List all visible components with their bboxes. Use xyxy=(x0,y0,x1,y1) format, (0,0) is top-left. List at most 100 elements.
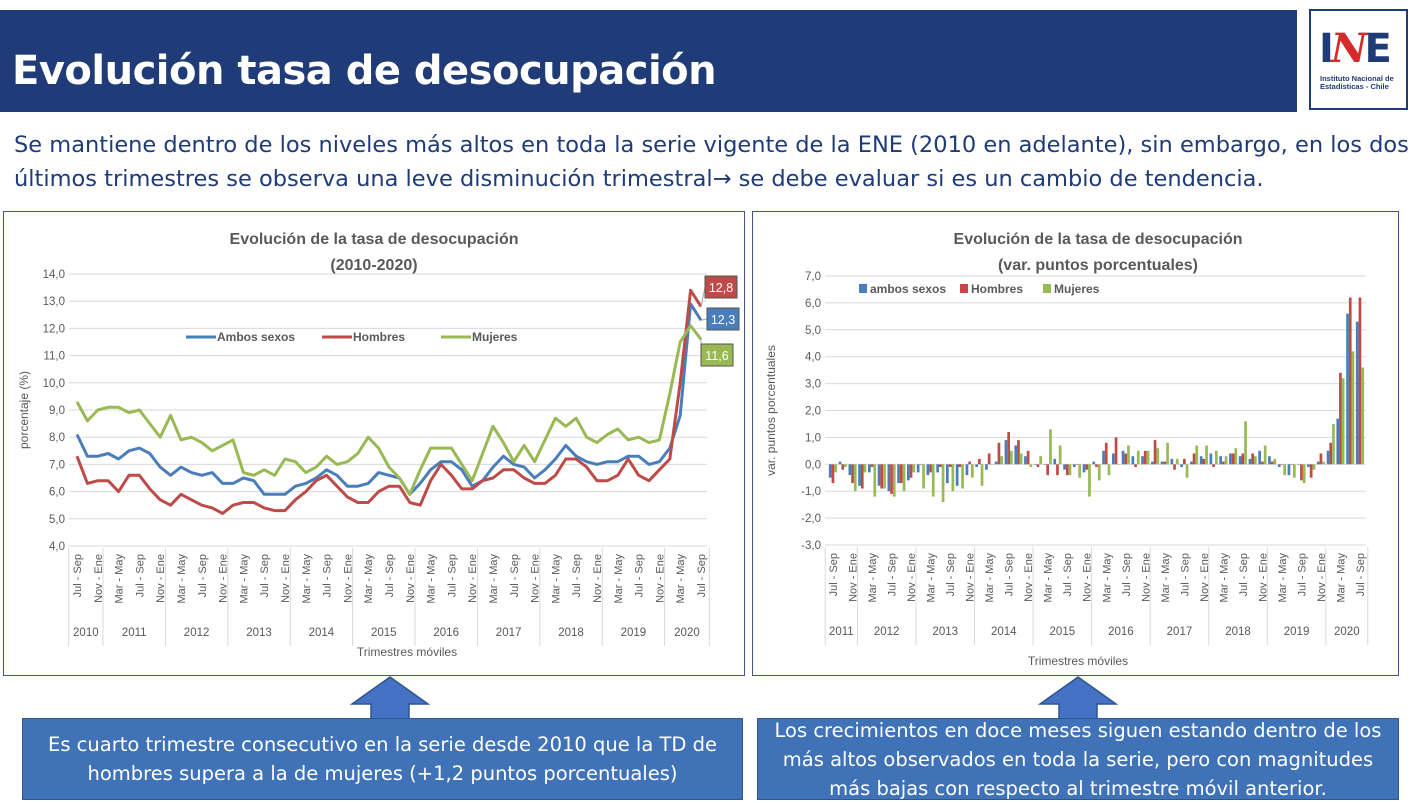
line-chart-panel: Evolución de la tasa de desocupación (201… xyxy=(3,211,745,676)
bar xyxy=(883,464,886,489)
page-title: Evolución tasa de desocupación xyxy=(12,48,717,94)
bar xyxy=(1287,464,1291,476)
bar xyxy=(1097,464,1101,481)
y-tick-label: 9,0 xyxy=(49,405,65,417)
bar xyxy=(985,464,988,470)
x-tick-label: Jul - Sep xyxy=(828,553,840,596)
x-tick-label: Mar - May xyxy=(176,554,188,604)
bar xyxy=(1348,297,1352,465)
logo-mark: INE xyxy=(1319,25,1392,72)
x-axis-title: Trimestres móviles xyxy=(357,645,457,659)
bar xyxy=(1322,461,1325,465)
x-tick-label: Mar - May xyxy=(1043,553,1055,603)
bar xyxy=(1319,453,1323,465)
bar xyxy=(1309,464,1313,478)
legend-swatch xyxy=(859,284,867,293)
bar xyxy=(880,464,884,489)
x-tick-label: Nov - Ene xyxy=(1023,553,1035,602)
up-arrow-icon xyxy=(350,676,430,720)
bar xyxy=(1199,456,1203,465)
x-tick-label: Jul - Sep xyxy=(384,554,396,597)
bar xyxy=(1231,453,1235,465)
bar xyxy=(1175,458,1179,465)
bar xyxy=(961,464,964,489)
data-label: 12,3 xyxy=(711,313,735,327)
y-tick-label: 4,0 xyxy=(49,541,65,553)
x-tick-label: Jul - Sep xyxy=(696,554,708,597)
ine-logo: INE Instituto Nacional de Estadísticas -… xyxy=(1309,9,1408,110)
x-tick-label: Mar - May xyxy=(984,553,996,603)
series-line-ambos-sexos xyxy=(75,302,703,496)
bar xyxy=(860,464,864,489)
bar xyxy=(887,464,891,492)
legend-label: Ambos sexos xyxy=(217,330,295,344)
bar xyxy=(1283,464,1286,476)
bar xyxy=(1202,458,1206,465)
bar xyxy=(997,442,1001,465)
bar xyxy=(990,464,994,465)
bar xyxy=(1302,464,1306,484)
bar xyxy=(968,461,971,465)
x-tick-label: Mar - May xyxy=(675,554,687,604)
data-label-box xyxy=(704,275,738,299)
x-tick-label: Nov - Ene xyxy=(530,554,542,603)
x-tick-label: Jul - Sep xyxy=(1296,553,1308,596)
bar xyxy=(834,464,838,473)
y-tick-label: 7,0 xyxy=(805,271,821,283)
x-tick-label: Mar - May xyxy=(613,554,625,604)
bar xyxy=(978,458,981,465)
data-label: 11,6 xyxy=(705,349,728,363)
bar xyxy=(1222,461,1225,465)
bar xyxy=(897,464,900,484)
legend-label: Hombres xyxy=(971,282,1023,296)
x-tick-label: Mar - May xyxy=(301,554,313,604)
y-tick-label: 11,0 xyxy=(43,351,65,363)
bar xyxy=(1215,450,1218,465)
x-year-label: 2011 xyxy=(122,627,147,639)
bar xyxy=(1033,464,1037,465)
bar xyxy=(1102,450,1105,465)
bar xyxy=(1131,456,1135,465)
y-tick-label: 13,0 xyxy=(43,296,65,308)
bar xyxy=(951,464,955,492)
bar xyxy=(1212,464,1215,467)
x-tick-label: Nov - Ene xyxy=(218,554,230,603)
bar xyxy=(1082,464,1086,473)
x-tick-label: Jul - Sep xyxy=(1121,553,1133,596)
x-year-label: 2018 xyxy=(558,627,584,639)
y-tick-label: 2,0 xyxy=(805,406,821,418)
y-tick-label: 10,0 xyxy=(43,378,65,390)
bar xyxy=(1273,458,1277,465)
x-year-label: 2014 xyxy=(309,627,335,639)
bar xyxy=(1329,442,1333,465)
bar xyxy=(1183,458,1186,465)
bar xyxy=(1075,464,1079,465)
bar xyxy=(958,464,962,467)
bar xyxy=(841,464,845,470)
callout-left: Es cuarto trimestre consecutivo en la se… xyxy=(22,718,743,800)
bar xyxy=(1065,464,1069,476)
bar xyxy=(971,464,974,478)
x-tick-label: Jul - Sep xyxy=(1004,553,1016,596)
bar xyxy=(1185,464,1189,478)
x-tick-label: Nov - Ene xyxy=(654,554,666,603)
x-tick-label: Nov - Ene xyxy=(1316,553,1328,602)
x-year-label: 2013 xyxy=(932,626,958,638)
x-tick-label: Jul - Sep xyxy=(509,554,521,597)
bar xyxy=(1190,461,1193,465)
bar xyxy=(965,464,969,476)
x-tick-label: Nov - Ene xyxy=(467,554,479,603)
y-tick-label: 12,0 xyxy=(43,323,65,335)
bar-chart: Evolución de la tasa de desocupación (var… xyxy=(764,231,1369,668)
y-tick-label: 8,0 xyxy=(49,432,65,444)
x-tick-label: Mar - May xyxy=(488,554,500,604)
bar xyxy=(851,464,854,484)
bar xyxy=(1107,464,1111,476)
bar xyxy=(1078,464,1081,478)
x-tick-label: Mar - May xyxy=(363,554,375,604)
bar xyxy=(1251,453,1254,465)
bar xyxy=(1114,437,1118,465)
subtitle-line-2: últimos trimestres se observa una leve d… xyxy=(14,166,1264,192)
bar xyxy=(1026,450,1030,465)
bar xyxy=(1336,418,1340,465)
